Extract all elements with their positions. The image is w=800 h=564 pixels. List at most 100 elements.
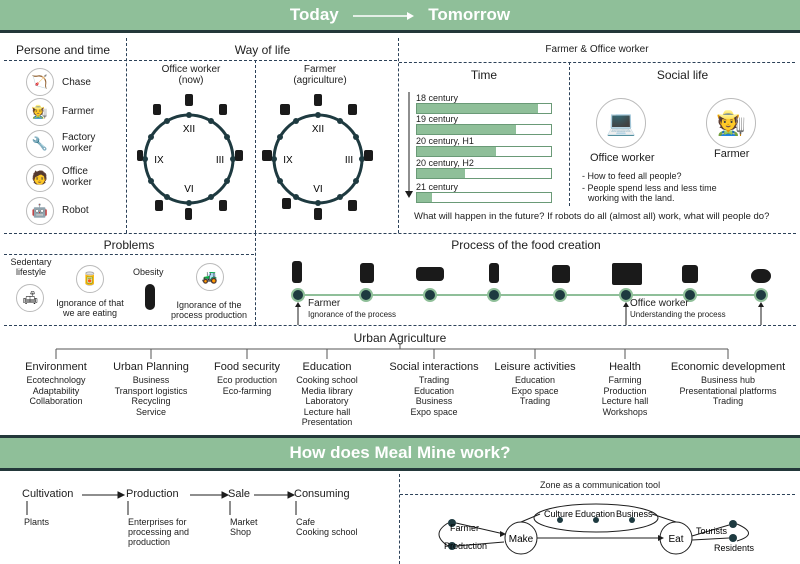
century-label: 21 century	[416, 182, 459, 192]
century-bar-fill	[417, 147, 497, 156]
urban-category-item: Business	[132, 375, 170, 385]
clock-iii: III	[345, 155, 353, 166]
urban-category-item: Expo space	[410, 406, 458, 417]
timeline-arrow-icon	[405, 92, 413, 198]
urban-category-item: Collaboration	[29, 396, 83, 406]
how-step-item: Plants	[24, 517, 50, 527]
century-label: 18 century	[416, 93, 459, 103]
obesity-label: Obesity	[133, 267, 164, 277]
farmer-label: Farmer	[714, 148, 750, 160]
how-step-title: Sale	[228, 488, 251, 500]
urban-category-item: Education	[413, 385, 455, 396]
urban-category-item: Production	[603, 385, 647, 396]
how-step-title: Production	[126, 488, 179, 500]
office-clock: XII III VI IX	[137, 94, 243, 220]
how-step-item: Cooking school	[296, 527, 358, 537]
how-title: How does Meal Mine work?	[0, 438, 800, 468]
urban-category-item: Business	[415, 396, 453, 406]
how-arrows	[26, 491, 297, 515]
clock-ix: IX	[283, 155, 293, 166]
zone-tourists: Tourists	[696, 526, 728, 536]
farmer-column-title: Farmer (agriculture)	[256, 64, 384, 86]
mid-rule-top	[0, 435, 800, 438]
zone-production: Production	[444, 541, 487, 551]
urban-category: Health Farming Production Lecture hall Works…	[565, 361, 685, 417]
robot-icon: 🤖	[26, 197, 54, 225]
factory-worker-icon: 🔧	[26, 130, 54, 158]
urban-title: Urban Agriculture	[353, 331, 447, 345]
urban-category-title: Economic development	[670, 361, 786, 373]
clock-vi: VI	[184, 184, 193, 195]
social-title: Social life	[656, 68, 709, 82]
urban-category-item: Eco-farming	[222, 385, 272, 396]
zone-education: Education	[575, 509, 615, 519]
how-step-title: Consuming	[294, 488, 350, 500]
urban-category-title: Urban Planning	[113, 361, 189, 373]
clock-ix: IX	[154, 155, 164, 166]
how-step-item: Cafe	[296, 517, 316, 527]
person-label: Chase	[62, 77, 91, 88]
urban-category-item: Cooking school	[296, 375, 358, 385]
office-activity-icons	[137, 94, 243, 220]
time-title: Time	[470, 68, 498, 82]
zone-residents: Residents	[714, 543, 755, 553]
clock-vi: VI	[313, 184, 322, 195]
urban-category: Social interactions Trading Education Busin…	[374, 361, 494, 417]
zone-make: Make	[509, 534, 534, 545]
divider	[399, 62, 795, 63]
century-bar-fill	[417, 193, 432, 202]
century-label: 19 century	[416, 114, 459, 124]
tractor-icon: 🚜	[196, 263, 224, 291]
urban-category-item: Education	[514, 375, 556, 385]
ignorance-eating-line-1: Ignorance of that	[56, 298, 124, 308]
century-bar-fill	[417, 104, 538, 113]
how-step-item: Shop	[230, 527, 252, 537]
chase-icon: 🏹	[26, 68, 54, 96]
sedentary-line-1: Sedentary	[10, 257, 52, 267]
how-step-item: production	[128, 537, 171, 547]
ignorance-eating-label: Ignorance of that we are eating	[45, 298, 135, 318]
urban-category: Economic development Business hub Presenta…	[668, 361, 788, 407]
divider	[126, 38, 127, 233]
urban-category-item: Adaptability	[32, 385, 80, 396]
century-label: 20 century, H1	[416, 136, 474, 146]
urban-category: Environment Ecotechnology Adaptability Coll…	[0, 361, 116, 407]
sofa-person-icon: 🛋	[16, 284, 44, 312]
divider	[399, 474, 400, 564]
farmer-clock: XII III VI IX	[262, 94, 373, 220]
urban-category: Urban Planning Business Transport logistic…	[91, 361, 211, 417]
future-question: What will happen in the future? If robot…	[414, 211, 770, 222]
urban-category-title: Social interactions	[389, 361, 479, 373]
how-step-item: processing and	[128, 527, 190, 537]
urban-category-item: Farming	[608, 375, 642, 385]
century-bar-fill	[417, 169, 466, 178]
urban-connector	[55, 343, 729, 359]
divider	[569, 62, 570, 206]
fow-title: Farmer & Office worker	[545, 44, 649, 55]
urban-category-title: Environment	[25, 361, 87, 373]
urban-category-item: Expo space	[511, 385, 559, 396]
farmer-title: Farmer	[303, 64, 337, 75]
how-step-item: Enterprises for	[128, 517, 187, 527]
urban-category-title: Food security	[213, 361, 281, 373]
urban-category-item: Trading	[712, 396, 744, 406]
clock-xii: XII	[183, 124, 195, 135]
social-question-1: - How to feed all people?	[582, 171, 682, 181]
divider	[4, 254, 254, 255]
header-rule	[0, 30, 800, 33]
how-step-item: Market	[230, 517, 258, 527]
obese-person-icon	[145, 284, 155, 310]
ignorance-eating-line-2: we are eating	[62, 308, 118, 318]
how-step-title: Cultivation	[22, 488, 74, 500]
divider	[4, 325, 796, 326]
urban-category-item: Transport logistics	[114, 385, 188, 396]
problems-title: Problems	[103, 238, 155, 252]
century-bar-fill	[417, 125, 517, 134]
divider	[255, 60, 256, 233]
urban-category-item: Laboratory	[305, 396, 349, 406]
office-subtitle: (now)	[178, 75, 204, 86]
century-bar	[416, 192, 552, 203]
zone-farmer: Farmer	[450, 523, 479, 533]
century-bar	[416, 124, 552, 135]
urban-category-item: Recycling	[131, 396, 171, 406]
